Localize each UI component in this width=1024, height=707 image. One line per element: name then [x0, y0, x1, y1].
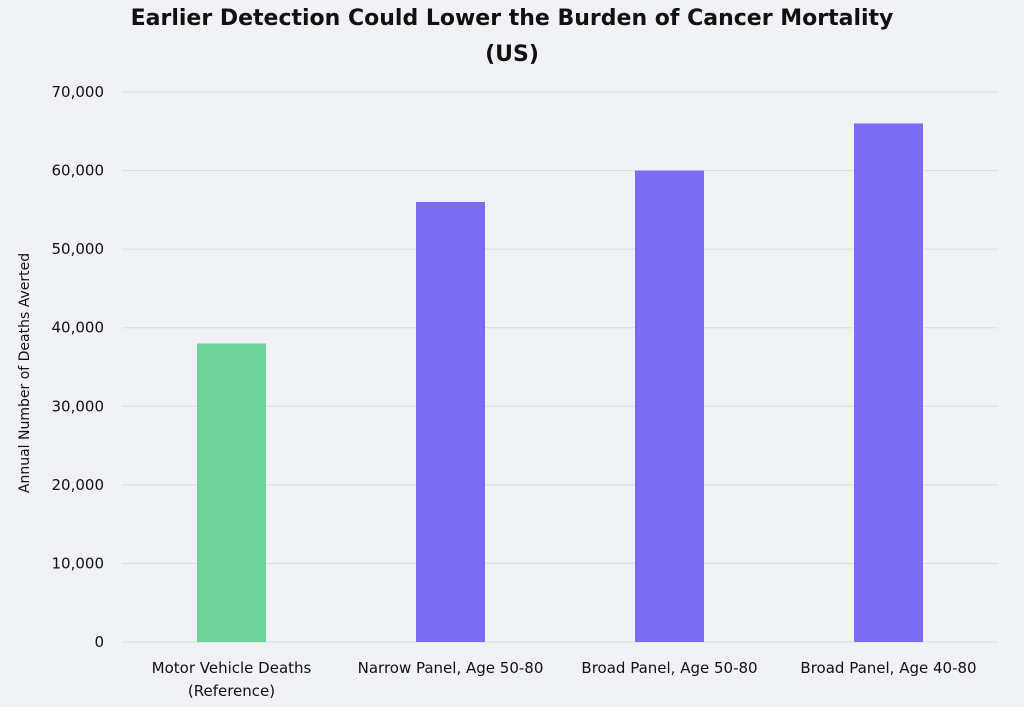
bar	[635, 170, 704, 643]
x-category-label: Broad Panel, Age 40-80	[800, 659, 976, 677]
gridlines	[122, 91, 998, 643]
bar	[854, 123, 923, 642]
x-category-label: Broad Panel, Age 50-80	[581, 659, 757, 677]
bar	[416, 202, 485, 642]
y-tick-label: 60,000	[52, 162, 105, 180]
y-axis-ticks: 0 10,000 20,000 30,000 40,000 50,000 60,000 70,…	[52, 83, 105, 651]
bars	[197, 123, 923, 643]
y-tick-label: 70,000	[52, 83, 105, 101]
bar	[197, 343, 266, 642]
chart-subtitle: (US)	[485, 42, 539, 67]
x-axis-labels: Motor Vehicle Deaths (Reference) Narrow Pa…	[152, 659, 977, 700]
x-category-label: Motor Vehicle Deaths (Reference)	[152, 659, 312, 700]
y-tick-label: 0	[94, 633, 104, 651]
y-tick-label: 30,000	[52, 397, 105, 415]
x-category-label: Narrow Panel, Age 50-80	[358, 659, 544, 677]
y-tick-label: 50,000	[52, 240, 105, 258]
y-axis-title: Annual Number of Deaths Averted	[17, 253, 33, 493]
y-tick-label: 40,000	[52, 319, 105, 337]
y-tick-label: 10,000	[52, 554, 105, 572]
chart-title: Earlier Detection Could Lower the Burden…	[130, 6, 894, 31]
y-tick-label: 20,000	[52, 476, 105, 494]
